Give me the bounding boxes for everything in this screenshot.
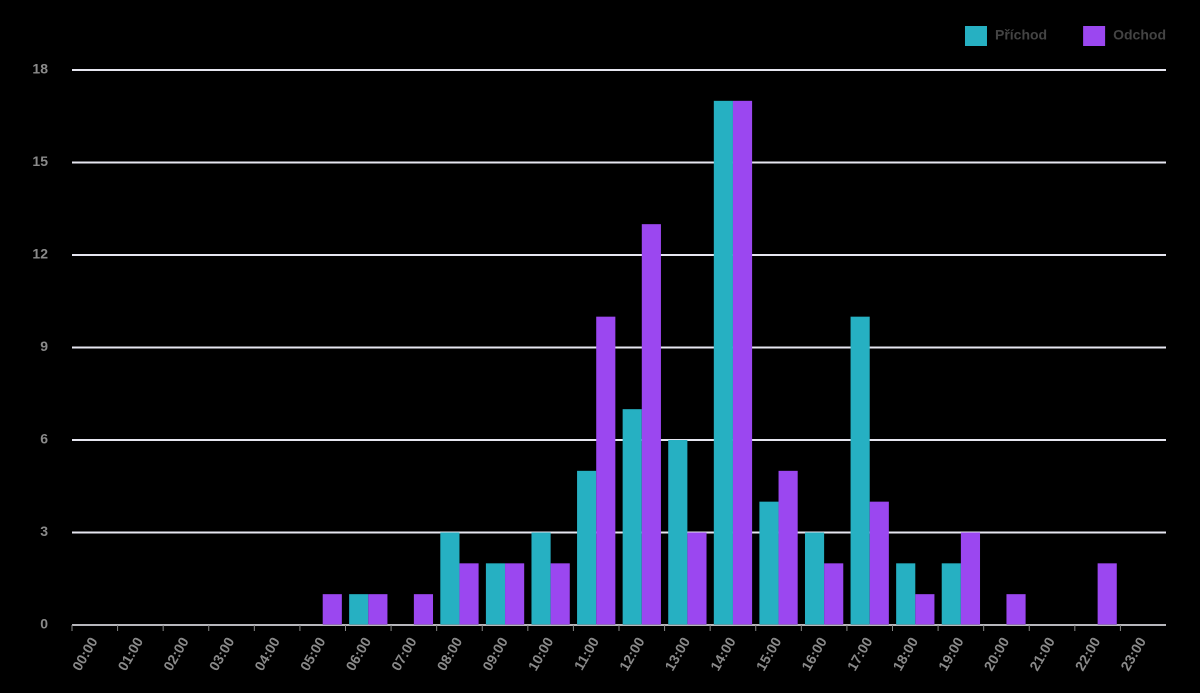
y-tick-label: 15	[32, 153, 48, 169]
bar	[778, 470, 798, 625]
y-tick-label: 6	[40, 431, 48, 447]
x-tick-label: 18:00	[889, 634, 921, 673]
bar	[485, 563, 506, 625]
bar	[368, 594, 388, 625]
bar	[577, 470, 597, 625]
bar	[869, 501, 889, 625]
x-tick-label: 03:00	[206, 634, 238, 673]
bar	[596, 316, 616, 625]
bar	[550, 563, 570, 625]
bar	[850, 316, 870, 625]
x-tick-label: 10:00	[525, 634, 557, 673]
bar	[713, 100, 733, 626]
x-tick-label: 08:00	[434, 634, 466, 673]
x-tick-label: 15:00	[753, 634, 785, 673]
bar	[440, 532, 460, 625]
x-tick-label: 06:00	[342, 634, 374, 673]
y-tick-label: 9	[40, 338, 48, 354]
bar	[687, 532, 707, 625]
x-tick-label: 04:00	[251, 634, 283, 673]
y-tick-label: 12	[32, 246, 48, 262]
x-tick-label: 09:00	[479, 634, 511, 673]
x-tick-label: 20:00	[981, 634, 1013, 673]
bar	[641, 224, 661, 625]
legend-label: Příchod	[995, 27, 1047, 43]
x-tick-label: 11:00	[571, 634, 602, 673]
bar	[531, 532, 551, 625]
legend-swatch	[964, 26, 987, 46]
bar	[960, 532, 981, 625]
y-tick-label: 0	[40, 616, 48, 632]
bar	[622, 409, 642, 625]
x-tick-label: 01:00	[114, 634, 146, 673]
y-tick-label: 18	[32, 61, 48, 77]
x-tick-label: 16:00	[798, 634, 830, 673]
x-tick-label: 14:00	[707, 634, 739, 673]
x-tick-label: 02:00	[160, 634, 192, 673]
x-tick-label: 12:00	[616, 634, 648, 673]
x-tick-label: 23:00	[1117, 634, 1149, 673]
bar	[824, 563, 844, 625]
x-tick-label: 22:00	[1072, 634, 1104, 673]
legend-label: Odchod	[1113, 27, 1166, 43]
x-tick-label: 07:00	[388, 634, 420, 673]
bar	[732, 100, 753, 626]
x-tick-label: 05:00	[297, 634, 329, 673]
x-tick-label: 00:00	[69, 634, 101, 673]
bar	[1006, 594, 1026, 625]
bar	[349, 594, 369, 625]
x-tick-label: 21:00	[1026, 634, 1058, 673]
x-tick-label: 13:00	[661, 634, 693, 673]
x-tick-label: 19:00	[935, 634, 967, 673]
bar	[1097, 563, 1117, 625]
y-tick-label: 3	[40, 523, 48, 539]
legend-swatch	[1083, 26, 1106, 46]
bar	[505, 563, 525, 625]
bar	[322, 594, 342, 625]
x-tick-label: 17:00	[844, 634, 876, 673]
bar	[915, 594, 935, 625]
bar	[459, 563, 479, 625]
bar	[668, 440, 688, 625]
bar	[759, 501, 779, 625]
bar	[804, 532, 825, 625]
bar	[941, 563, 961, 625]
bar	[413, 594, 434, 625]
bar	[896, 563, 916, 625]
